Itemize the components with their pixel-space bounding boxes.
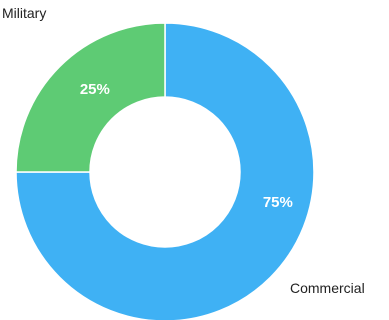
donut-slices xyxy=(15,22,315,320)
slice-percent-labels: 75% 25% xyxy=(80,81,293,211)
category-label-commercial: Commercial xyxy=(290,280,365,296)
slice-commercial xyxy=(15,22,315,320)
slice-category-labels: Commercial Military xyxy=(2,5,365,296)
slice-military xyxy=(15,22,166,173)
percent-label-commercial: 75% xyxy=(263,194,293,211)
category-label-military: Military xyxy=(2,5,46,21)
percent-label-military: 25% xyxy=(80,81,110,98)
